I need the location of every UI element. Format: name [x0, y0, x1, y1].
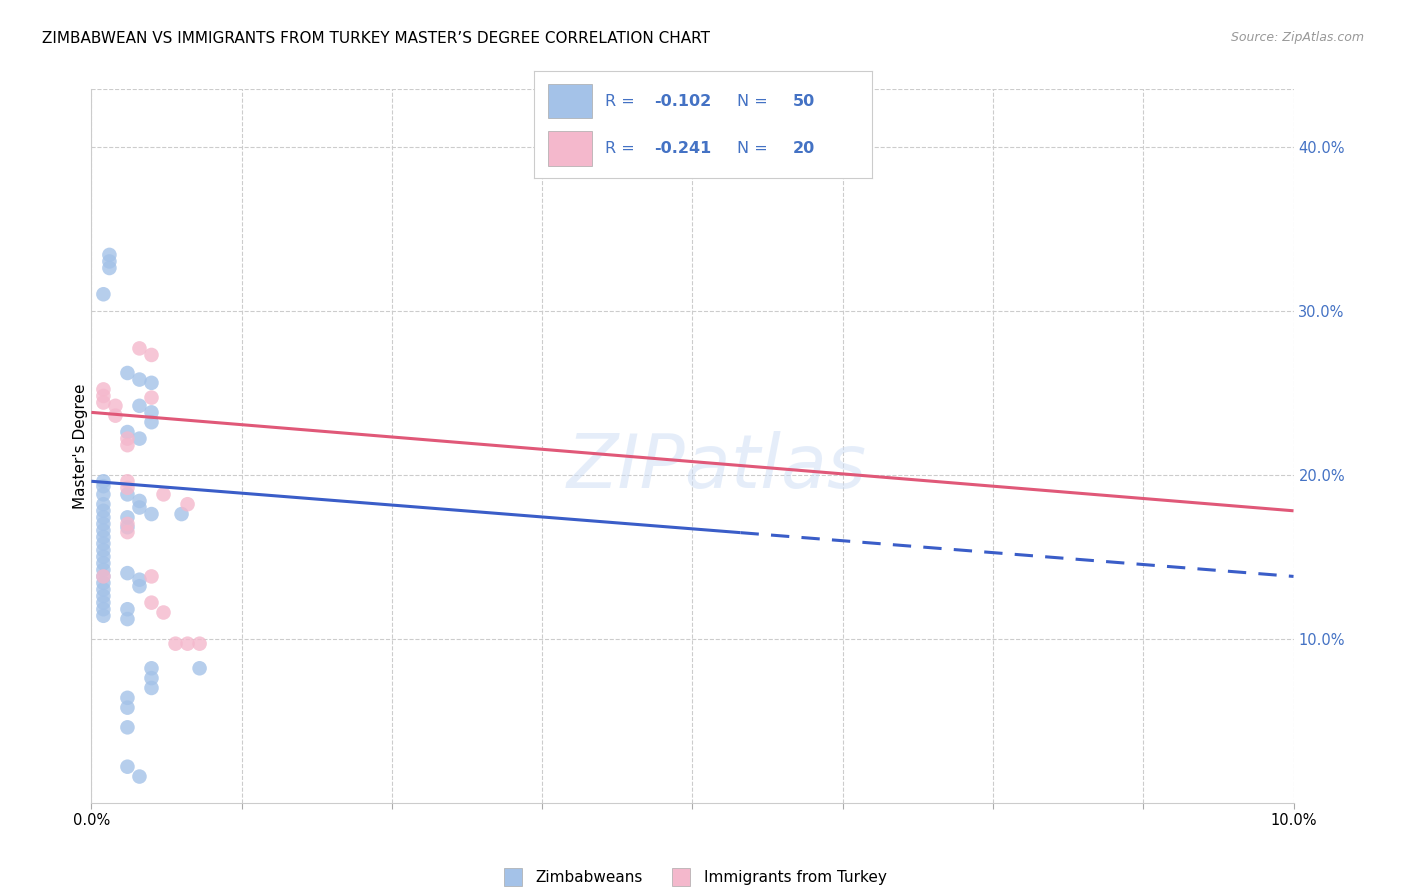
Point — [93, 608, 115, 623]
Point — [188, 637, 211, 651]
Point — [93, 569, 115, 583]
Point — [117, 690, 139, 705]
Point — [117, 700, 139, 714]
Text: ZIPatlas: ZIPatlas — [567, 432, 866, 503]
Point — [117, 487, 139, 501]
Point — [117, 516, 139, 531]
Point — [117, 475, 139, 489]
Point — [117, 602, 139, 616]
Point — [141, 348, 163, 362]
Bar — [548, 131, 592, 166]
Point — [141, 507, 163, 521]
Text: 50: 50 — [793, 94, 814, 109]
Point — [141, 671, 163, 685]
Y-axis label: Master's Degree: Master's Degree — [73, 384, 87, 508]
Text: R =: R = — [605, 94, 640, 109]
Point — [188, 661, 211, 675]
Point — [176, 497, 198, 511]
Point — [128, 579, 150, 593]
Point — [128, 494, 150, 508]
Text: 20: 20 — [793, 141, 814, 156]
Point — [93, 479, 115, 493]
Text: R =: R = — [605, 141, 640, 156]
Point — [93, 602, 115, 616]
Text: -0.241: -0.241 — [654, 141, 711, 156]
Point — [98, 248, 121, 262]
Point — [128, 373, 150, 387]
Point — [165, 637, 187, 651]
Point — [117, 510, 139, 524]
Point — [128, 432, 150, 446]
Point — [93, 516, 115, 531]
Point — [117, 425, 139, 439]
Point — [93, 582, 115, 597]
Legend: Zimbabweans, Immigrants from Turkey: Zimbabweans, Immigrants from Turkey — [492, 864, 893, 891]
Point — [141, 391, 163, 405]
Point — [152, 487, 174, 501]
Point — [117, 612, 139, 626]
Point — [104, 409, 127, 423]
Point — [141, 569, 163, 583]
Text: ZIMBABWEAN VS IMMIGRANTS FROM TURKEY MASTER’S DEGREE CORRELATION CHART: ZIMBABWEAN VS IMMIGRANTS FROM TURKEY MAS… — [42, 31, 710, 46]
Point — [141, 596, 163, 610]
Text: N =: N = — [737, 94, 773, 109]
Point — [93, 510, 115, 524]
Text: Source: ZipAtlas.com: Source: ZipAtlas.com — [1230, 31, 1364, 45]
Point — [93, 556, 115, 570]
Point — [117, 760, 139, 774]
Point — [93, 589, 115, 603]
Point — [93, 287, 115, 301]
Point — [93, 524, 115, 538]
Point — [93, 487, 115, 501]
Point — [93, 563, 115, 577]
Point — [98, 254, 121, 268]
Point — [117, 438, 139, 452]
Point — [176, 637, 198, 651]
Point — [93, 395, 115, 409]
Point — [117, 525, 139, 540]
Point — [117, 366, 139, 380]
Point — [170, 507, 193, 521]
Point — [117, 432, 139, 446]
Point — [141, 681, 163, 695]
Point — [93, 536, 115, 550]
Point — [128, 399, 150, 413]
Point — [141, 415, 163, 429]
Point — [117, 720, 139, 734]
Point — [117, 520, 139, 534]
Text: N =: N = — [737, 141, 773, 156]
Point — [93, 596, 115, 610]
Point — [93, 504, 115, 518]
Point — [98, 260, 121, 275]
Point — [141, 376, 163, 390]
Point — [152, 606, 174, 620]
Point — [93, 549, 115, 564]
Text: -0.102: -0.102 — [654, 94, 711, 109]
Point — [117, 481, 139, 495]
Point — [93, 389, 115, 403]
Point — [128, 573, 150, 587]
Point — [141, 661, 163, 675]
Bar — [548, 84, 592, 119]
Point — [93, 569, 115, 583]
Point — [128, 500, 150, 515]
Point — [93, 383, 115, 397]
Point — [93, 475, 115, 489]
Point — [93, 576, 115, 591]
Point — [93, 530, 115, 544]
Point — [93, 543, 115, 558]
Point — [128, 342, 150, 356]
Point — [117, 566, 139, 581]
Point — [141, 405, 163, 419]
Point — [128, 770, 150, 784]
Point — [93, 497, 115, 511]
Point — [104, 399, 127, 413]
